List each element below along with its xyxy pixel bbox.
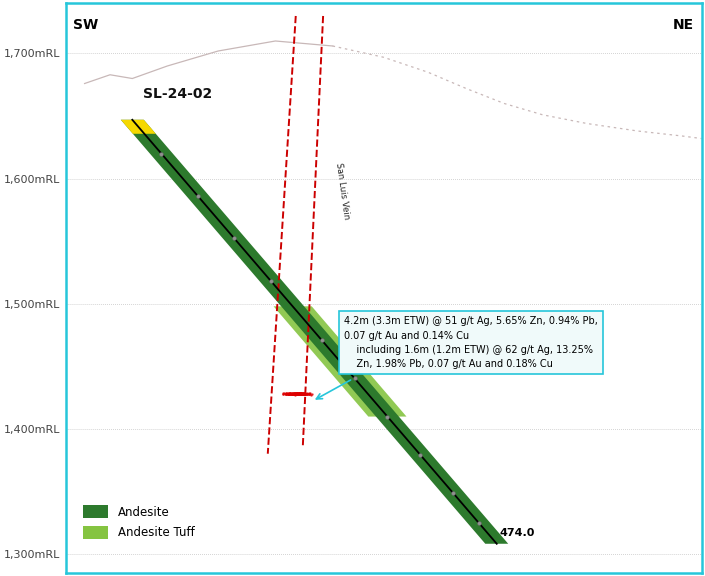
Polygon shape <box>121 120 156 134</box>
Text: SW: SW <box>73 18 99 32</box>
Text: SL-24-02: SL-24-02 <box>143 87 212 101</box>
Text: 4.2m (3.3m ETW) @ 51 g/t Ag, 5.65% Zn, 0.94% Pb,
0.07 g/t Au and 0.14% Cu
    in: 4.2m (3.3m ETW) @ 51 g/t Ag, 5.65% Zn, 0… <box>344 316 598 369</box>
Polygon shape <box>121 120 508 544</box>
Text: San Luis Vein: San Luis Vein <box>334 162 351 220</box>
Legend: Andesite, Andesite Tuff: Andesite, Andesite Tuff <box>78 501 200 544</box>
Text: NE: NE <box>673 18 694 32</box>
Text: 474.0: 474.0 <box>500 528 535 537</box>
Polygon shape <box>274 306 407 416</box>
